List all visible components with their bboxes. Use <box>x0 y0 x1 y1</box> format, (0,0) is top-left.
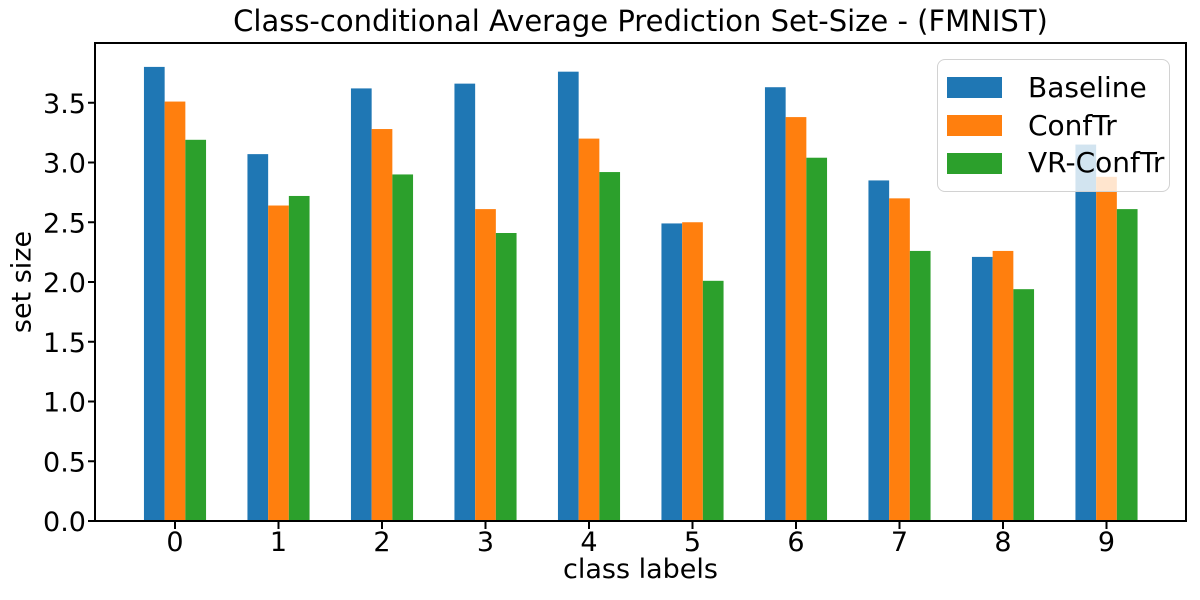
x-tick-label-3: 3 <box>477 527 494 558</box>
x-tick-label-1: 1 <box>270 527 287 558</box>
bar-Baseline-8 <box>971 256 993 521</box>
bar-Baseline-5 <box>661 223 683 521</box>
bar-ConfTr-0 <box>164 101 186 521</box>
bar-ConfTr-8 <box>992 250 1014 521</box>
bar-VR-ConfTr-3 <box>495 233 517 521</box>
x-tick-label-5: 5 <box>684 527 701 558</box>
legend-label-VR-ConfTr: VR-ConfTr <box>1028 146 1165 180</box>
x-tick-label-9: 9 <box>1098 527 1115 558</box>
bar-Baseline-1 <box>247 154 269 521</box>
x-tick-label-6: 6 <box>787 527 804 558</box>
bar-VR-ConfTr-7 <box>909 250 931 521</box>
bar-Baseline-2 <box>350 88 372 521</box>
bar-ConfTr-4 <box>578 138 600 521</box>
y-tick-label-0.0: 0.0 <box>43 507 86 538</box>
bar-ConfTr-7 <box>889 198 910 521</box>
bar-Baseline-3 <box>454 83 476 521</box>
y-tick-label-3.0: 3.0 <box>43 149 86 180</box>
bar-VR-ConfTr-8 <box>1013 289 1035 521</box>
chart-title: Class-conditional Average Prediction Set… <box>233 4 1048 38</box>
legend-item-ConfTr: ConfTr <box>947 107 1159 145</box>
x-tick-label-0: 0 <box>166 527 183 558</box>
x-tick-label-7: 7 <box>891 527 908 558</box>
y-axis-label: set size <box>6 230 38 334</box>
legend-label-Baseline: Baseline <box>1028 70 1147 104</box>
bar-Baseline-4 <box>557 71 579 522</box>
x-tick-label-4: 4 <box>580 527 597 558</box>
bar-VR-ConfTr-0 <box>185 139 207 522</box>
bar-ConfTr-1 <box>268 205 289 521</box>
legend: Baseline ConfTr VR-ConfTr <box>937 59 1170 192</box>
legend-swatch-ConfTr <box>947 115 1002 136</box>
bar-ConfTr-6 <box>785 117 807 521</box>
legend-label-ConfTr: ConfTr <box>1028 108 1117 142</box>
x-axis-label: class labels <box>563 554 718 585</box>
legend-swatch-VR-ConfTr <box>947 152 1002 174</box>
bar-ConfTr-5 <box>682 222 703 521</box>
bar-VR-ConfTr-2 <box>392 174 414 521</box>
y-tick-label-2.5: 2.5 <box>43 208 86 239</box>
bar-Baseline-9 <box>1075 144 1097 521</box>
legend-swatch-Baseline <box>947 77 1002 99</box>
bar-Baseline-6 <box>764 87 786 521</box>
x-tick-label-8: 8 <box>994 527 1011 558</box>
bar-ConfTr-2 <box>371 129 393 522</box>
bar-VR-ConfTr-4 <box>599 172 621 521</box>
bar-Baseline-0 <box>143 66 165 522</box>
bar-ConfTr-9 <box>1096 176 1117 521</box>
y-tick-label-2.0: 2.0 <box>43 268 86 299</box>
bar-VR-ConfTr-1 <box>288 195 310 521</box>
y-tick-label-1.5: 1.5 <box>43 328 86 359</box>
bar-VR-ConfTr-6 <box>806 157 828 521</box>
bar-Baseline-7 <box>868 180 890 521</box>
bar-VR-ConfTr-5 <box>702 280 724 521</box>
y-tick-label-1.0: 1.0 <box>43 388 86 419</box>
bar-ConfTr-3 <box>475 209 496 522</box>
legend-item-Baseline: Baseline <box>947 69 1159 107</box>
y-tick-label-0.5: 0.5 <box>43 447 86 478</box>
x-tick-label-2: 2 <box>373 527 390 558</box>
bar-VR-ConfTr-9 <box>1116 209 1138 522</box>
y-tick-label-3.5: 3.5 <box>43 89 86 120</box>
legend-item-VR-ConfTr: VR-ConfTr <box>947 144 1164 182</box>
